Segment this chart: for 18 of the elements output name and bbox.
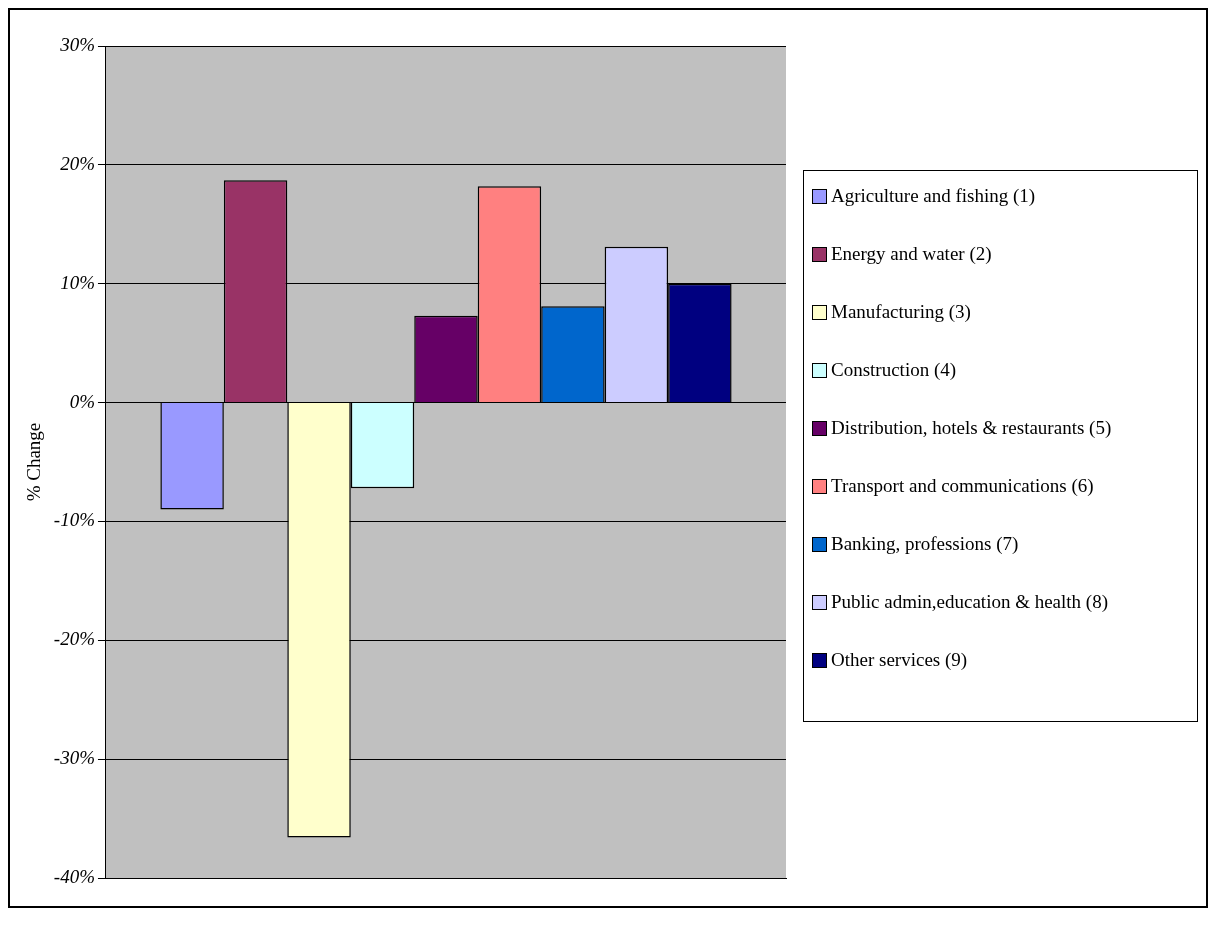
legend-label: Construction (4) bbox=[831, 359, 957, 381]
legend-label: Other services (9) bbox=[831, 649, 968, 671]
y-tick-label: -20% bbox=[53, 628, 95, 650]
y-tick-label: 20% bbox=[60, 152, 95, 174]
y-tick-label: 30% bbox=[59, 34, 95, 55]
legend-label: Energy and water (2) bbox=[831, 243, 992, 265]
legend-label: Manufacturing (3) bbox=[831, 301, 971, 323]
y-tick-label: 10% bbox=[60, 271, 95, 293]
y-tick-label: -40% bbox=[53, 866, 95, 887]
legend-label: Public admin,education & health (8) bbox=[831, 591, 1109, 613]
legend-label: Distribution, hotels & restaurants (5) bbox=[831, 417, 1112, 439]
y-tick-label: 0% bbox=[69, 390, 95, 412]
y-tick-label: -10% bbox=[53, 509, 95, 531]
legend-label: Transport and communications (6) bbox=[831, 475, 1094, 497]
y-tick-label: -30% bbox=[53, 747, 95, 769]
legend-label: Banking, professions (7) bbox=[831, 533, 1019, 555]
legend-label: Agriculture and fishing (1) bbox=[831, 185, 1036, 207]
y-axis-title: % Change bbox=[23, 422, 45, 502]
